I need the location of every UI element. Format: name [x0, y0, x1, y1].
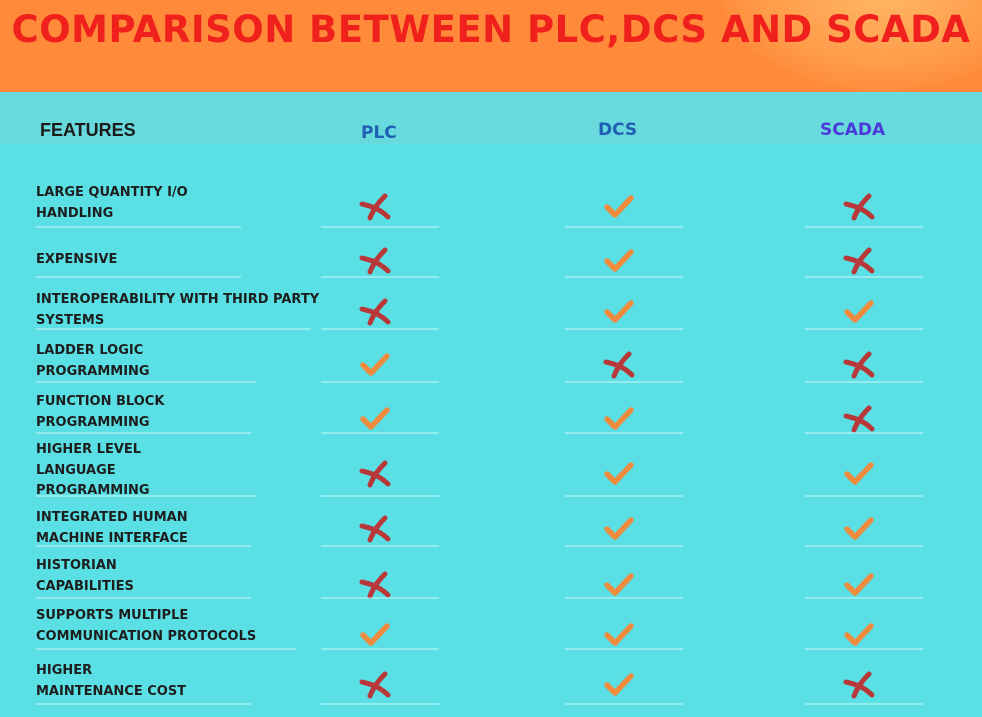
scada-cross-icon — [843, 247, 875, 275]
dcs-check-icon — [603, 671, 635, 699]
row-divider — [36, 545, 251, 547]
scada-check-icon — [843, 621, 875, 649]
title-banner: COMPARISON BETWEEN PLC,DCS AND SCADA — [0, 0, 982, 92]
dcs-check-icon — [603, 515, 635, 543]
scada-cross-icon — [843, 351, 875, 379]
plc-check-icon — [359, 351, 391, 379]
cell-divider — [321, 597, 439, 599]
cell-divider — [805, 703, 923, 705]
cell-divider — [805, 276, 923, 278]
cell-divider — [805, 545, 923, 547]
row-divider — [36, 276, 241, 278]
scada-cross-icon — [843, 405, 875, 433]
cell-divider — [565, 276, 683, 278]
feature-label: INTEGRATED HUMAN MACHINE INTERFACE — [36, 510, 188, 546]
dcs-check-icon — [603, 298, 635, 326]
scada-check-icon — [843, 571, 875, 599]
cell-divider — [321, 703, 439, 705]
dcs-check-icon — [603, 571, 635, 599]
feature-label: HIGHER LEVEL LANGUAGE PROGRAMMING — [36, 442, 150, 498]
plc-cross-icon — [359, 460, 391, 488]
cell-divider — [805, 328, 923, 330]
header-features: FEATURES — [40, 120, 136, 140]
feature-label: SUPPORTS MULTIPLE COMMUNICATION PROTOCOL… — [36, 608, 257, 644]
feature-label: FUNCTION BLOCK PROGRAMMING — [36, 394, 165, 430]
cell-divider — [565, 495, 683, 497]
cell-divider — [565, 226, 683, 228]
cell-divider — [805, 597, 923, 599]
cell-divider — [321, 226, 439, 228]
feature-label: LARGE QUANTITY I/O HANDLING — [36, 185, 188, 221]
row-divider — [36, 597, 251, 599]
row-divider — [36, 495, 256, 497]
cell-divider — [565, 328, 683, 330]
cell-divider — [321, 432, 439, 434]
cell-divider — [805, 381, 923, 383]
plc-cross-icon — [359, 298, 391, 326]
plc-check-icon — [359, 621, 391, 649]
cell-divider — [805, 226, 923, 228]
row-divider — [36, 328, 311, 330]
plc-check-icon — [359, 405, 391, 433]
cell-divider — [565, 381, 683, 383]
scada-check-icon — [843, 460, 875, 488]
feature-label: HIGHER MAINTENANCE COST — [36, 663, 187, 699]
row-divider — [36, 648, 296, 650]
cell-divider — [565, 703, 683, 705]
dcs-cross-icon — [603, 351, 635, 379]
feature-label: LADDER LOGIC PROGRAMMING — [36, 343, 150, 379]
row-divider — [36, 703, 251, 705]
scada-cross-icon — [843, 671, 875, 699]
cell-divider — [321, 648, 439, 650]
cell-divider — [321, 381, 439, 383]
row-divider — [36, 381, 256, 383]
dcs-check-icon — [603, 193, 635, 221]
table-header-strip — [0, 92, 982, 144]
page-title: COMPARISON BETWEEN PLC,DCS AND SCADA — [11, 8, 971, 51]
plc-cross-icon — [359, 193, 391, 221]
row-divider — [36, 226, 241, 228]
cell-divider — [805, 432, 923, 434]
scada-check-icon — [843, 298, 875, 326]
cell-divider — [321, 276, 439, 278]
dcs-check-icon — [603, 460, 635, 488]
cell-divider — [565, 597, 683, 599]
feature-label: HISTORIAN CAPABILITIES — [36, 558, 134, 594]
dcs-check-icon — [603, 405, 635, 433]
dcs-check-icon — [603, 247, 635, 275]
plc-cross-icon — [359, 671, 391, 699]
header-plc: PLC — [361, 123, 397, 143]
row-divider — [36, 432, 251, 434]
cell-divider — [805, 648, 923, 650]
cell-divider — [321, 545, 439, 547]
cell-divider — [321, 495, 439, 497]
dcs-check-icon — [603, 621, 635, 649]
feature-label: INTEROPERABILITY WITH THIRD PARTY SYSTEM… — [36, 292, 320, 328]
cell-divider — [565, 432, 683, 434]
cell-divider — [805, 495, 923, 497]
scada-cross-icon — [843, 193, 875, 221]
header-dcs: DCS — [598, 120, 638, 140]
cell-divider — [565, 648, 683, 650]
feature-label: EXPENSIVE — [36, 252, 118, 267]
cell-divider — [565, 545, 683, 547]
plc-cross-icon — [359, 247, 391, 275]
plc-cross-icon — [359, 571, 391, 599]
cell-divider — [321, 328, 439, 330]
scada-check-icon — [843, 515, 875, 543]
plc-cross-icon — [359, 515, 391, 543]
header-scada: SCADA — [820, 120, 886, 140]
